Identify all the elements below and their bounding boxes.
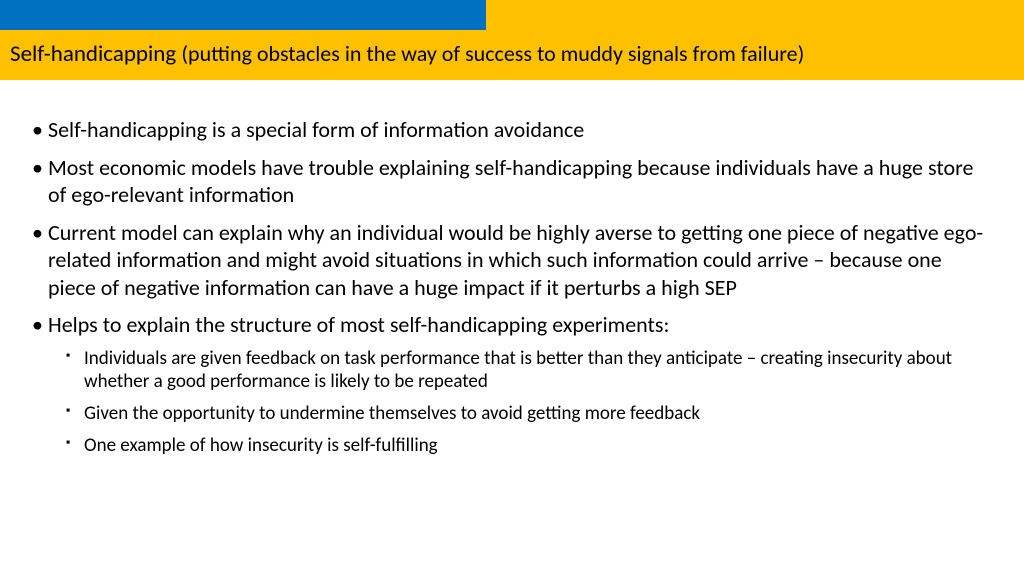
title-subtitle: (putting obstacles in the way of success… xyxy=(181,40,804,67)
main-bullet-list: Self-handicapping is a special form of i… xyxy=(30,116,994,458)
bullet-item: Current model can explain why an individ… xyxy=(30,219,994,302)
content-area: Self-handicapping is a special form of i… xyxy=(0,80,1024,458)
sub-bullet-list: Individuals are given feedback on task p… xyxy=(48,347,994,458)
sub-bullet-item: Given the opportunity to undermine thems… xyxy=(64,402,994,426)
sub-bullet-item: Individuals are given feedback on task p… xyxy=(64,347,994,395)
bullet-item: Helps to explain the structure of most s… xyxy=(30,311,994,458)
bullet-item: Most economic models have trouble explai… xyxy=(30,154,994,209)
top-bar xyxy=(0,0,1024,30)
top-bar-yellow xyxy=(486,0,1024,30)
title-bar: Self-handicapping (putting obstacles in … xyxy=(0,30,1024,80)
bullet-text: Helps to explain the structure of most s… xyxy=(48,311,669,338)
sub-bullet-item: One example of how insecurity is self-fu… xyxy=(64,434,994,458)
bullet-item: Self-handicapping is a special form of i… xyxy=(30,116,994,144)
bullet-text: Current model can explain why an individ… xyxy=(48,219,983,301)
bullet-text: Most economic models have trouble explai… xyxy=(48,154,973,209)
bullet-text: Self-handicapping is a special form of i… xyxy=(48,116,584,143)
top-bar-blue xyxy=(0,0,486,30)
title-main: Self-handicapping xyxy=(10,40,181,68)
